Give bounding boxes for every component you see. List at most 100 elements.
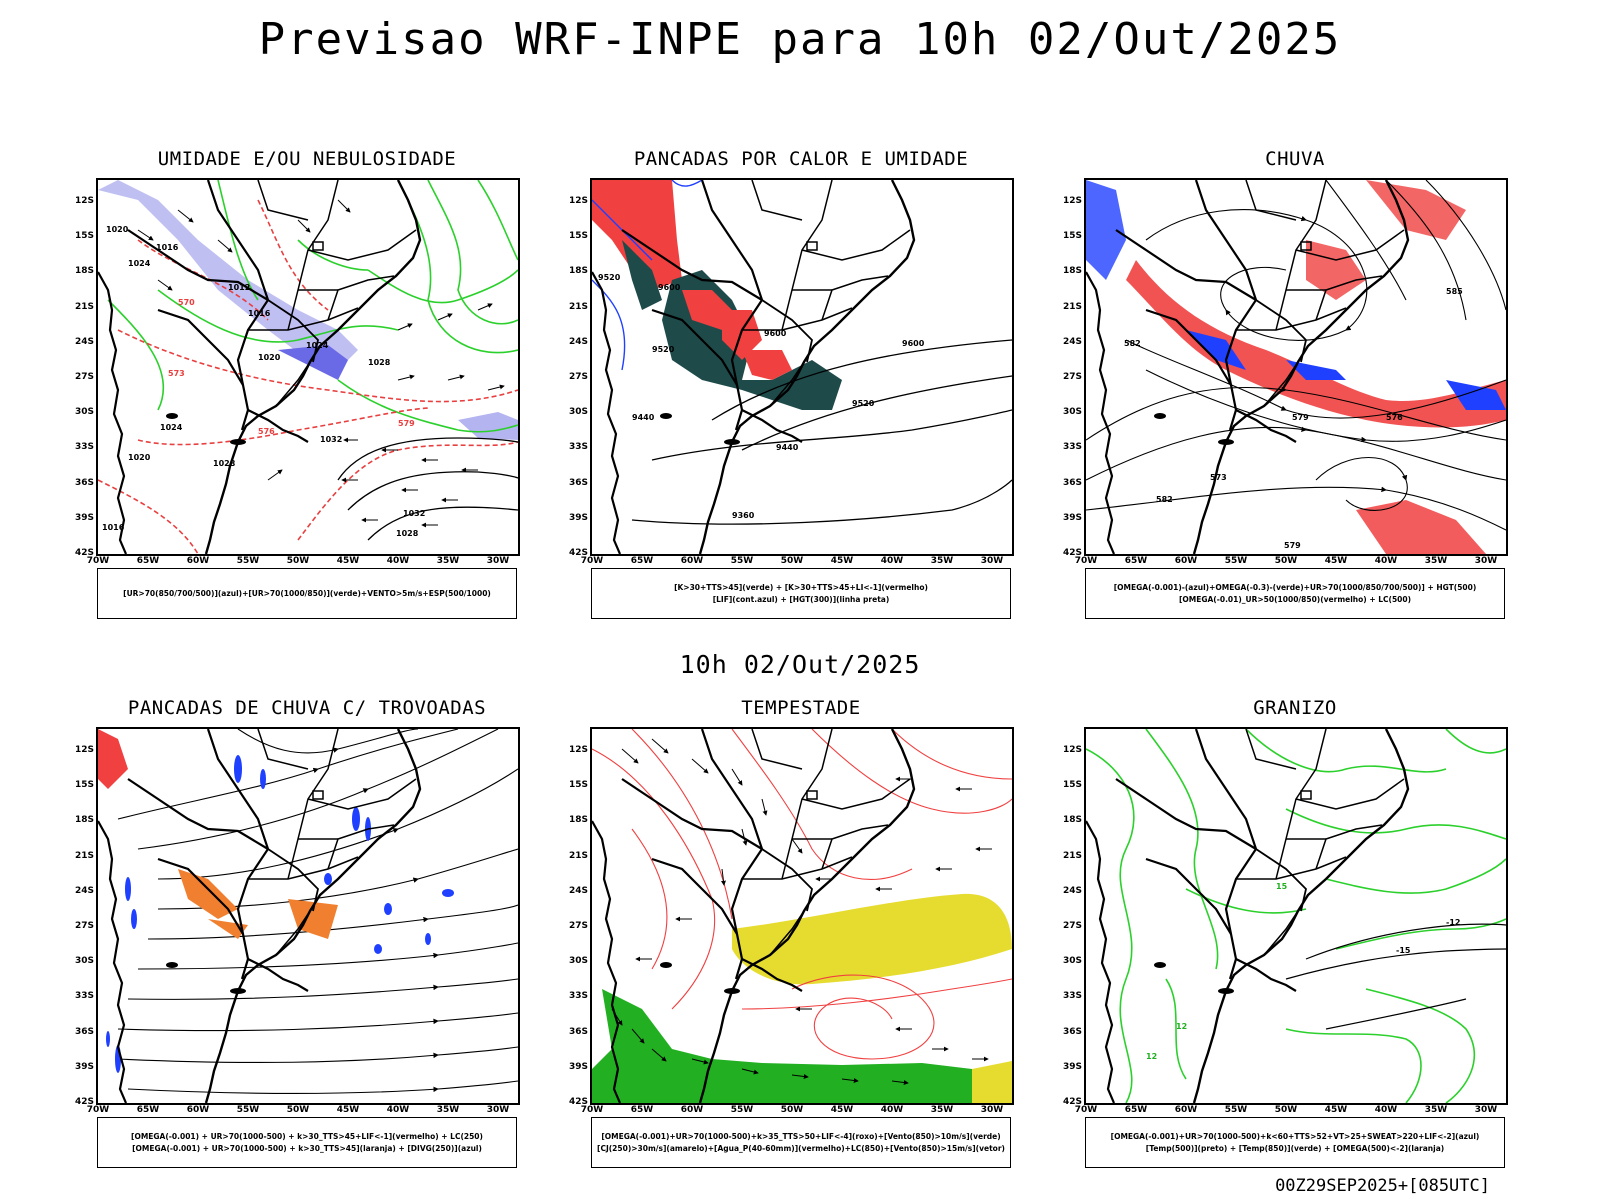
latitude-label: 27S: [1062, 372, 1082, 382]
latitude-label: 42S: [568, 1097, 588, 1107]
latitude-label: 39S: [568, 1061, 588, 1072]
latitude-label: 12S: [74, 196, 94, 206]
panel-umidade-map: 1020 1016 1024 1012 1016 1020 1024 1028 …: [96, 178, 520, 556]
panel-granizo-map: -12 -15 15 12 12: [1084, 727, 1508, 1105]
longitude-label: 45W: [830, 1105, 854, 1115]
contour-label: 12: [1146, 1052, 1157, 1061]
longitude-label: 55W: [1224, 556, 1248, 566]
contour-label: 579: [398, 419, 415, 428]
longitude-label: 50W: [286, 1105, 310, 1115]
latitude-label: 27S: [568, 372, 588, 382]
instability-shading: [592, 180, 842, 410]
temp850-labels: 15 12 12: [1146, 882, 1288, 1061]
longitude-label: 45W: [336, 556, 360, 566]
contour-label: 573: [168, 369, 185, 378]
panel-tempestade-map: [590, 727, 1014, 1105]
longitude-label: 65W: [630, 1105, 654, 1115]
storm-shading: [592, 893, 1012, 1103]
longitude-label: 35W: [930, 1105, 954, 1115]
green-contours: [107, 180, 518, 433]
streamlines: [117, 729, 518, 1095]
latitude-label: 12S: [1062, 196, 1082, 206]
latitude-label: 33S: [74, 442, 94, 453]
longitude-label: 35W: [1424, 556, 1448, 566]
contour-label: 9440: [632, 413, 655, 422]
longitude-label: 70W: [580, 556, 604, 566]
latitude-label: 18S: [74, 266, 94, 277]
model-run-label: 00Z29SEP2025+[085UTC]: [1275, 1176, 1490, 1196]
latitude-label: 18S: [568, 266, 588, 277]
contour-label: 579: [1292, 413, 1309, 422]
latitude-label: 21S: [1062, 301, 1082, 312]
latitude-label: 30S: [1062, 407, 1082, 418]
contour-label: 12: [1176, 1022, 1187, 1031]
longitude-label: 55W: [1224, 1105, 1248, 1115]
thickness-labels: 570 573 576 579: [168, 298, 415, 436]
legend-line: [OMEGA(-0.001)+UR>70(1000-500)+k>35_TTS>…: [601, 1131, 1001, 1141]
contour-label: 576: [1386, 413, 1403, 422]
humidity-shading: [98, 180, 518, 440]
latitude-label: 18S: [1062, 815, 1082, 826]
contour-label: 1032: [320, 435, 342, 444]
panel-trovoadas-map: [96, 727, 520, 1105]
contour-label: 1016: [102, 523, 125, 532]
latitude-label: 24S: [568, 336, 588, 347]
latitude-label: 15S: [568, 780, 588, 791]
contour-label: 15: [1276, 882, 1288, 891]
latitude-label: 36S: [74, 477, 94, 488]
longitude-label: 30W: [980, 1105, 1004, 1115]
latitude-label: 39S: [1062, 1061, 1082, 1072]
longitude-label: 45W: [830, 556, 854, 566]
longitude-label: 30W: [486, 1105, 510, 1115]
longitude-label: 70W: [1074, 1105, 1098, 1115]
longitude-label: 50W: [1274, 1105, 1298, 1115]
longitude-label: 40W: [1374, 1105, 1398, 1115]
longitude-label: 30W: [1474, 556, 1498, 566]
latitude-label: 18S: [1062, 266, 1082, 277]
longitude-label: 50W: [286, 556, 310, 566]
longitude-label: 70W: [580, 1105, 604, 1115]
contour-label: 1016: [248, 309, 271, 318]
contour-label: 570: [178, 298, 195, 307]
latitude-label: 42S: [1062, 548, 1082, 558]
contour-label: 1028: [368, 358, 391, 367]
latitude-label: 12S: [568, 196, 588, 206]
latitude-label: 42S: [1062, 1097, 1082, 1107]
longitude-label: 40W: [386, 1105, 410, 1115]
contour-label: 1020: [106, 225, 129, 234]
legend-line: [LIF](cont.azul) + [HGT(300)](linha pret…: [712, 594, 890, 604]
contour-label: 1020: [258, 353, 281, 362]
latitude-label: 36S: [568, 1026, 588, 1037]
longitude-label: 70W: [86, 1105, 110, 1115]
contour-value-labels: 1020 1016 1024 1012 1016 1020 1024 1028 …: [102, 225, 425, 538]
longitude-label: 55W: [730, 1105, 754, 1115]
latitude-label: 30S: [568, 956, 588, 967]
latitude-label: 30S: [74, 407, 94, 418]
panel-pancadas-calor-title: PANCADAS POR CALOR E UMIDADE: [633, 148, 969, 170]
contour-label: 1020: [128, 453, 151, 462]
lc850-streamlines: [592, 729, 1012, 1060]
longitude-label: 45W: [1324, 556, 1348, 566]
longitude-label: 65W: [136, 1105, 160, 1115]
latitude-label: 18S: [74, 815, 94, 826]
longitude-label: 65W: [136, 556, 160, 566]
longitude-label: 35W: [436, 1105, 460, 1115]
longitude-label: 50W: [1274, 556, 1298, 566]
latitude-label: 42S: [74, 548, 94, 558]
longitude-label: 60W: [680, 1105, 704, 1115]
contour-label: 1024: [306, 341, 329, 350]
contour-label: 585: [1446, 287, 1463, 296]
latitude-label: 12S: [1062, 745, 1082, 755]
latitude-label: 15S: [1062, 231, 1082, 242]
contour-value-labels: 585 582 579 576 573 582 579: [1124, 287, 1463, 550]
longitude-label: 60W: [1174, 1105, 1198, 1115]
latitude-label: 30S: [74, 956, 94, 967]
longitude-label: 65W: [1124, 556, 1148, 566]
longitude-label: 60W: [1174, 556, 1198, 566]
latitude-label: 39S: [74, 1061, 94, 1072]
streamlines: [1086, 180, 1506, 531]
latitude-label: 15S: [74, 780, 94, 791]
latitude-label: 42S: [568, 548, 588, 558]
contour-label: 1024: [128, 259, 151, 268]
latitude-label: 24S: [74, 885, 94, 896]
